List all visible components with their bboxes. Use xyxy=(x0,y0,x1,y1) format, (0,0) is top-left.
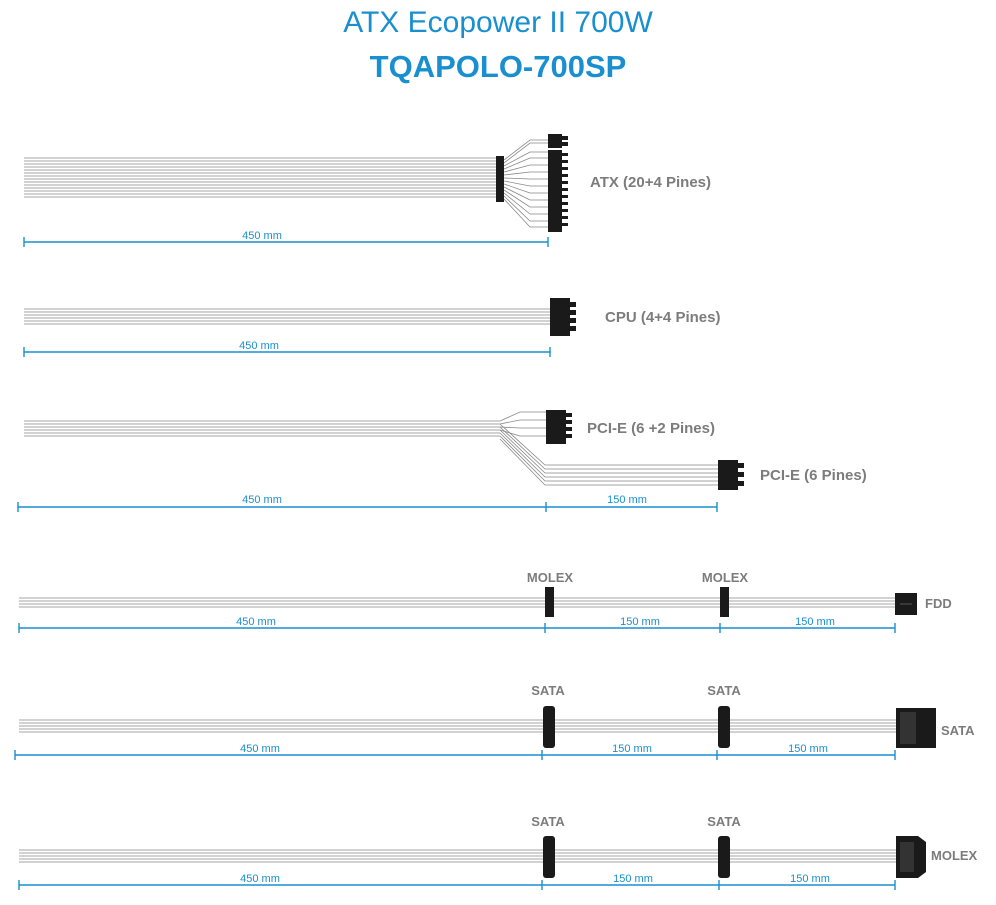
sata2-connector-2-label: SATA xyxy=(707,814,741,829)
sata2-dimension xyxy=(18,880,896,890)
sata2-connector-1 xyxy=(543,836,555,878)
cpu-connector-label: CPU (4+4 Pines) xyxy=(605,309,720,326)
sata2-length-1-label: 450 mm xyxy=(240,873,280,885)
pcie-wire-bundle xyxy=(24,420,500,437)
molex-end-connector-label: MOLEX xyxy=(931,848,978,863)
atx-wire-bundle xyxy=(24,157,496,198)
sata1-connector-1 xyxy=(543,706,555,748)
pcie-6plus2-label: PCI-E (6 +2 Pines) xyxy=(587,420,715,437)
pcie-branch-lower-wires xyxy=(499,423,718,486)
pcie-6pin-connector xyxy=(718,460,744,490)
model-number: TQAPOLO-700SP xyxy=(369,49,627,84)
sata1-length-2-label: 150 mm xyxy=(612,743,652,755)
molex-dimension xyxy=(18,623,896,633)
atx-fan-wires xyxy=(503,139,550,228)
molex-end-connector xyxy=(896,836,926,878)
atx-20pin-connector xyxy=(548,150,568,232)
page-title: ATX Ecopower II 700W xyxy=(343,6,653,39)
sata1-length-3-label: 150 mm xyxy=(788,743,828,755)
cpu-cable: CPU (4+4 Pines) 450 mm xyxy=(23,298,720,357)
fdd-connector xyxy=(895,593,917,615)
atx-cable: ATX (20+4 Pines) 450 mm xyxy=(23,134,711,247)
pcie-cable: PCI-E (6 +2 Pines) PCI-E (6 Pines) 450 m… xyxy=(17,410,867,512)
sata1-end-connector-label: SATA xyxy=(941,723,975,738)
fdd-connector-label: FDD xyxy=(925,596,952,611)
atx-4pin-connector xyxy=(548,134,568,148)
sata1-connector-2-label: SATA xyxy=(707,683,741,698)
molex-connector-2 xyxy=(720,587,729,617)
cpu-length-label: 450 mm xyxy=(239,340,279,352)
atx-sleeve-clamp xyxy=(496,156,504,202)
sata1-connector-2 xyxy=(718,706,730,748)
molex-length-2-label: 150 mm xyxy=(620,616,660,628)
sata-cable-1: SATA SATA SATA 450 mm 150 mm 150 mm xyxy=(14,683,975,760)
molex-connector-2-label: MOLEX xyxy=(702,570,749,585)
pcie-6plus2-connector xyxy=(546,410,572,444)
atx-connector-label: ATX (20+4 Pines) xyxy=(590,174,711,191)
molex-connector-1 xyxy=(545,587,554,617)
atx-length-label: 450 mm xyxy=(242,230,282,242)
cpu-dimension xyxy=(23,347,551,357)
sata2-length-3-label: 150 mm xyxy=(790,873,830,885)
molex-wire-bundle xyxy=(19,597,895,608)
pcie-6pin-label: PCI-E (6 Pines) xyxy=(760,467,867,484)
sata2-length-2-label: 150 mm xyxy=(613,873,653,885)
atx-dimension xyxy=(23,237,549,247)
sata-cable-2: SATA SATA MOLEX 450 mm 150 mm 150 mm xyxy=(18,814,978,890)
sata1-length-1-label: 450 mm xyxy=(240,743,280,755)
pcie-dimension xyxy=(17,502,718,512)
molex-length-3-label: 150 mm xyxy=(795,616,835,628)
sata1-connector-1-label: SATA xyxy=(531,683,565,698)
pcie-length-branch-label: 150 mm xyxy=(607,494,647,506)
sata1-dimension xyxy=(14,750,896,760)
sata2-connector-2 xyxy=(718,836,730,878)
cpu-wire-bundle xyxy=(24,308,550,325)
cpu-connector xyxy=(550,298,576,336)
molex-cable: MOLEX MOLEX FDD 450 mm 150 mm 150 mm xyxy=(18,570,952,633)
sata2-wire-bundle xyxy=(19,849,896,863)
molex-connector-1-label: MOLEX xyxy=(527,570,574,585)
sata1-end-connector xyxy=(896,708,936,748)
pcie-length-main-label: 450 mm xyxy=(242,494,282,506)
pcie-branch-upper-wires xyxy=(499,411,546,437)
molex-length-1-label: 450 mm xyxy=(236,616,276,628)
sata1-wire-bundle xyxy=(19,719,896,733)
sata2-connector-1-label: SATA xyxy=(531,814,565,829)
